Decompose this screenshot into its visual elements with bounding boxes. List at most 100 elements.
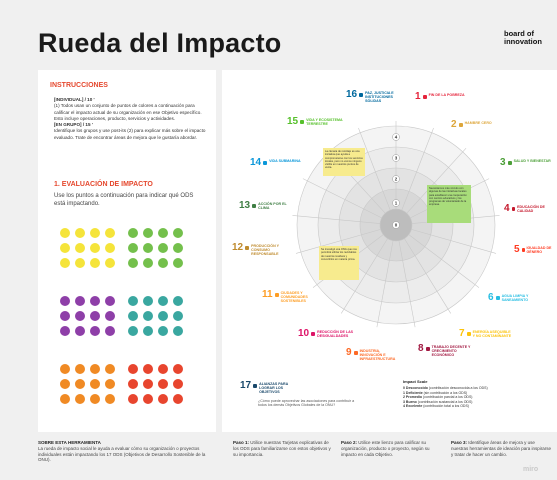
rating-dot[interactable] (75, 364, 85, 374)
rating-dot[interactable] (173, 296, 183, 306)
rating-dot[interactable] (128, 394, 138, 404)
step-1: Paso 1: Utilice nuestras Tarjetas explic… (233, 440, 333, 457)
scale-level: 4 Excelente (403, 404, 423, 409)
rating-dot[interactable] (75, 394, 85, 404)
impact-scale: Impact Scale 0 Desconocido (contribución… (403, 379, 523, 409)
rating-dot[interactable] (143, 311, 153, 321)
rating-dot[interactable] (105, 379, 115, 389)
rating-dot[interactable] (90, 228, 100, 238)
rating-dot[interactable] (128, 228, 138, 238)
rating-dot[interactable] (143, 326, 153, 336)
rating-dot[interactable] (143, 243, 153, 253)
rating-dot[interactable] (75, 258, 85, 268)
rating-dot[interactable] (173, 228, 183, 238)
bowl-icon (458, 123, 463, 127)
rating-dot[interactable] (75, 379, 85, 389)
sdg-label: INDUSTRIA, INNOVACIÓN E INFRAESTRUCTURA (359, 349, 396, 362)
about-text: La rueda de impacto social le ayuda a ev… (38, 445, 206, 463)
logo-line-2: innovation (504, 37, 542, 46)
rating-dot[interactable] (60, 258, 70, 268)
sticky-note[interactable]: Se investigó una ONG que nos permitirá u… (319, 246, 359, 280)
rating-dot[interactable] (105, 311, 115, 321)
rating-dot[interactable] (105, 364, 115, 374)
rating-dot[interactable] (128, 258, 138, 268)
rating-dot[interactable] (90, 326, 100, 336)
rating-dot[interactable] (128, 311, 138, 321)
rating-dot[interactable] (60, 243, 70, 253)
rating-dot[interactable] (128, 243, 138, 253)
rating-dot[interactable] (60, 228, 70, 238)
step-1-text: Utilice nuestras Tarjetas explicativas d… (233, 440, 331, 457)
rating-dot[interactable] (105, 258, 115, 268)
rating-dot[interactable] (75, 326, 85, 336)
rating-dot[interactable] (173, 326, 183, 336)
rating-dot[interactable] (158, 228, 168, 238)
page-title: Rueda del Impacto (38, 28, 282, 58)
rating-dot[interactable] (105, 326, 115, 336)
rating-dot[interactable] (105, 296, 115, 306)
rating-dot[interactable] (90, 379, 100, 389)
rating-dot[interactable] (60, 394, 70, 404)
rating-dot[interactable] (173, 379, 183, 389)
rating-dot[interactable] (143, 364, 153, 374)
rating-dot[interactable] (158, 243, 168, 253)
rating-dot[interactable] (158, 379, 168, 389)
rating-dot[interactable] (143, 228, 153, 238)
rating-dot[interactable] (105, 394, 115, 404)
rating-dot[interactable] (75, 296, 85, 306)
rating-dot[interactable] (158, 326, 168, 336)
dove-icon (359, 93, 364, 97)
rating-dot[interactable] (128, 364, 138, 374)
rating-dot[interactable] (143, 296, 153, 306)
sdg-7: 7 ENERGÍA ASEQUIBLE Y NO CONTAMINANTE (459, 329, 513, 339)
rating-dot[interactable] (158, 364, 168, 374)
wheel-spoke (292, 215, 381, 224)
rating-dot[interactable] (158, 258, 168, 268)
rating-dot[interactable] (158, 296, 168, 306)
tree-icon (300, 120, 305, 124)
rating-dot[interactable] (75, 228, 85, 238)
scale-description: (sin contribución a los ODS) (423, 390, 468, 395)
rating-dot[interactable] (143, 379, 153, 389)
heartbeat-icon (507, 161, 512, 165)
rating-dot[interactable] (158, 311, 168, 321)
rating-dot[interactable] (60, 379, 70, 389)
sdg-label: VIDA Y ECOSISTEMA TERRESTRE (306, 118, 343, 127)
sdg-label: ALIANZAS PARA LOGRAR LOS OBJETIVOS (259, 382, 289, 395)
rating-dot[interactable] (75, 311, 85, 321)
rating-dot[interactable] (173, 243, 183, 253)
rating-dot[interactable] (173, 364, 183, 374)
sdg-2: 2 HAMBRE CERO (451, 120, 492, 130)
sdg-label: FIN DE LA POBREZA (428, 93, 465, 97)
sticky-note[interactable]: La cámara de reciclaje es una iniciativa… (323, 148, 365, 176)
rating-dot[interactable] (90, 364, 100, 374)
individual-text: (1) Todos usan un conjunto de puntos de … (54, 103, 202, 121)
rating-dot[interactable] (90, 311, 100, 321)
ring-label: 3 (395, 156, 398, 161)
equal-icon (311, 332, 316, 336)
rating-dot[interactable] (90, 258, 100, 268)
sdg-6: 6 AGUA LIMPIA Y SANEAMIENTO (488, 293, 542, 303)
rating-dot[interactable] (105, 228, 115, 238)
rating-dot[interactable] (173, 394, 183, 404)
rating-dot[interactable] (90, 296, 100, 306)
rating-dot[interactable] (128, 296, 138, 306)
rating-dot[interactable] (90, 243, 100, 253)
sticky-note[interactable]: Necesitamos más vínculo con algunas de l… (427, 185, 471, 223)
gender-icon (521, 248, 525, 252)
rating-dot[interactable] (75, 243, 85, 253)
rating-dot[interactable] (158, 394, 168, 404)
rating-dot[interactable] (60, 311, 70, 321)
sdg-label: PAZ, JUSTICIA E INSTITUCIONES SÓLIDAS (365, 91, 394, 104)
rating-dot[interactable] (60, 326, 70, 336)
rating-dot[interactable] (60, 364, 70, 374)
rating-dot[interactable] (105, 243, 115, 253)
rating-dot[interactable] (90, 394, 100, 404)
rating-dot[interactable] (128, 379, 138, 389)
rating-dot[interactable] (173, 258, 183, 268)
rating-dot[interactable] (143, 258, 153, 268)
rating-dot[interactable] (143, 394, 153, 404)
rating-dot[interactable] (173, 311, 183, 321)
rating-dot[interactable] (60, 296, 70, 306)
rating-dot[interactable] (128, 326, 138, 336)
